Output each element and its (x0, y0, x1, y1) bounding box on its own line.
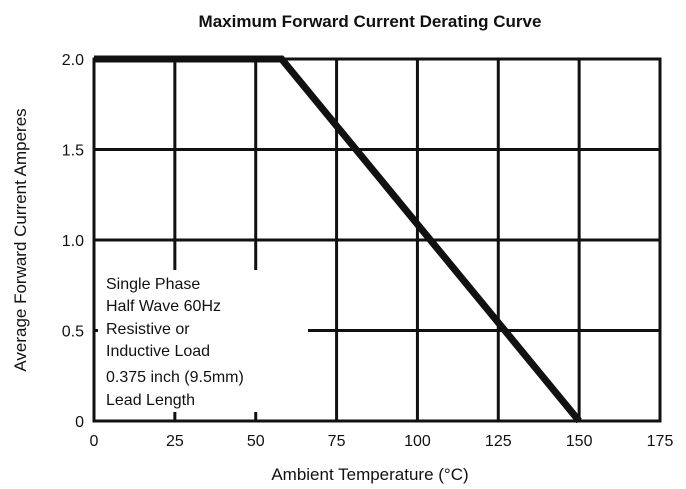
note-line-6: Lead Length (106, 392, 195, 409)
x-tick-label: 175 (647, 433, 674, 450)
conditions-note: Single Phase Half Wave 60Hz Resistive or… (98, 270, 308, 412)
x-tick-label: 125 (485, 433, 512, 450)
derating-curve-line (94, 55, 582, 424)
y-tick-label: 2.0 (62, 52, 84, 69)
note-line-5: 0.375 inch (9.5mm) (106, 369, 244, 386)
x-tick-label: 100 (404, 433, 431, 450)
note-line-1: Single Phase (106, 276, 200, 293)
y-axis-ticks: 0 0.5 1.0 1.5 2.0 (62, 52, 84, 431)
x-tick-label: 50 (247, 433, 265, 450)
conditions-note-background (98, 270, 308, 412)
x-tick-label: 0 (90, 433, 99, 450)
y-tick-label: 1.5 (62, 143, 84, 160)
x-tick-label: 25 (166, 433, 184, 450)
y-axis-label: Average Forward Current Amperes (11, 108, 30, 371)
y-tick-label: 0.5 (62, 324, 84, 341)
y-tick-label: 0 (75, 414, 84, 431)
note-line-4: Inductive Load (106, 343, 210, 360)
y-tick-label: 1.0 (62, 233, 84, 250)
series-layer (94, 55, 582, 424)
x-axis-label: Ambient Temperature (°C) (271, 465, 468, 484)
x-tick-label: 75 (328, 433, 346, 450)
note-line-3: Resistive or (106, 321, 190, 338)
x-axis-ticks: 0 25 50 75 100 125 150 175 (90, 433, 674, 450)
chart-title: Maximum Forward Current Derating Curve (199, 12, 542, 31)
x-tick-label: 150 (566, 433, 593, 450)
note-line-2: Half Wave 60Hz (106, 298, 221, 315)
